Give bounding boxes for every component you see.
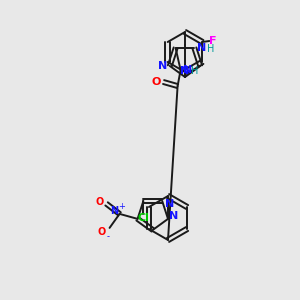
Text: H: H (207, 44, 214, 54)
Text: O: O (95, 197, 104, 207)
Text: N: N (165, 199, 174, 209)
Text: F: F (208, 36, 216, 46)
Text: +: + (118, 202, 125, 211)
Text: N: N (180, 66, 190, 76)
Text: Cl: Cl (137, 213, 149, 223)
Text: O: O (98, 227, 106, 237)
Text: N: N (169, 211, 178, 221)
Text: O: O (152, 77, 161, 87)
Text: -: - (107, 232, 110, 242)
Text: H: H (191, 66, 198, 76)
Text: N: N (158, 61, 167, 71)
Text: N: N (110, 206, 118, 216)
Text: N: N (197, 43, 206, 53)
Text: N: N (183, 65, 192, 75)
